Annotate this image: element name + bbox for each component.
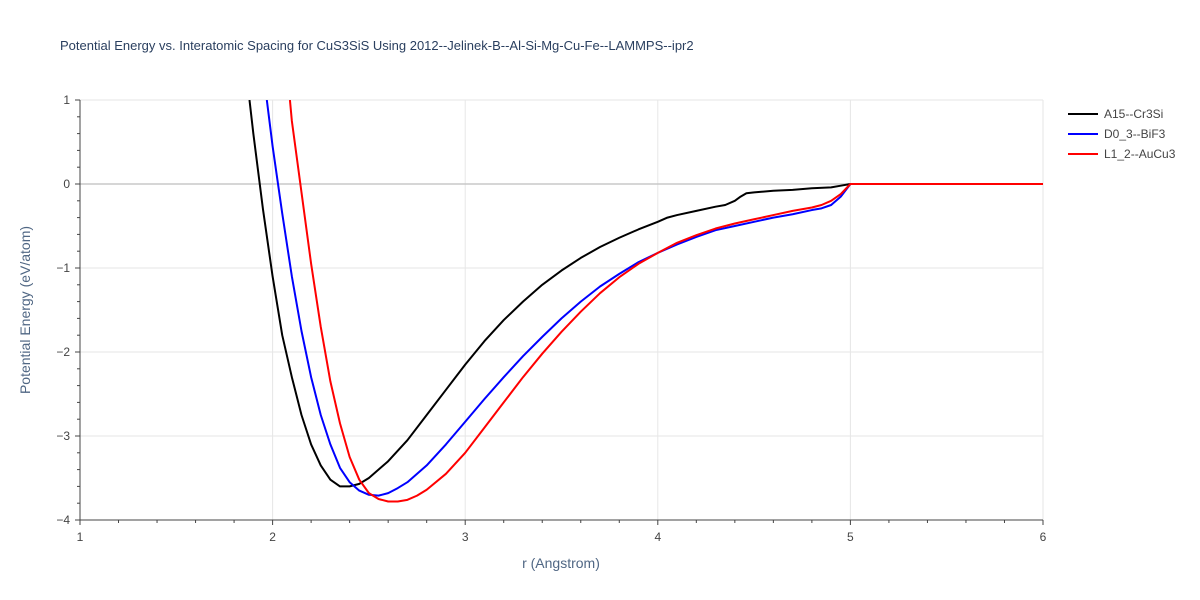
axes <box>75 99 1044 525</box>
series-lines <box>248 100 1043 503</box>
chart-title: Potential Energy vs. Interatomic Spacing… <box>60 38 694 53</box>
series-line-2[interactable] <box>265 100 1043 497</box>
legend-item[interactable]: D0_3--BiF3 <box>1068 127 1166 141</box>
y-tick-label: −4 <box>56 513 70 527</box>
y-tick-label: −1 <box>56 261 70 275</box>
legend-label: L1_2--AuCu3 <box>1104 147 1176 161</box>
tick-labels: 1 2 3 4 5 6 1 0 −1 −2 −3 −4 <box>56 93 1046 544</box>
x-tick-label: 2 <box>269 530 276 544</box>
x-tick-label: 6 <box>1040 530 1047 544</box>
series-line-1[interactable] <box>248 100 1043 488</box>
y-tick-label: 0 <box>63 177 70 191</box>
x-axis-label: r (Angstrom) <box>522 555 600 571</box>
y-tick-label: 1 <box>63 93 70 107</box>
legend-item[interactable]: A15--Cr3Si <box>1068 107 1163 121</box>
y-axis-label: Potential Energy (eV/atom) <box>17 226 33 394</box>
x-tick-label: 4 <box>654 530 661 544</box>
grid <box>79 99 1044 521</box>
x-tick-label: 5 <box>847 530 854 544</box>
legend-label: A15--Cr3Si <box>1104 107 1163 121</box>
legend[interactable]: A15--Cr3Si D0_3--BiF3 L1_2--AuCu3 <box>1068 107 1176 161</box>
x-tick-label: 1 <box>77 530 84 544</box>
legend-label: D0_3--BiF3 <box>1104 127 1166 141</box>
x-tick-label: 3 <box>462 530 469 544</box>
series-line-3[interactable] <box>288 100 1043 503</box>
legend-item[interactable]: L1_2--AuCu3 <box>1068 147 1176 161</box>
y-tick-label: −3 <box>56 429 70 443</box>
y-tick-label: −2 <box>56 345 70 359</box>
